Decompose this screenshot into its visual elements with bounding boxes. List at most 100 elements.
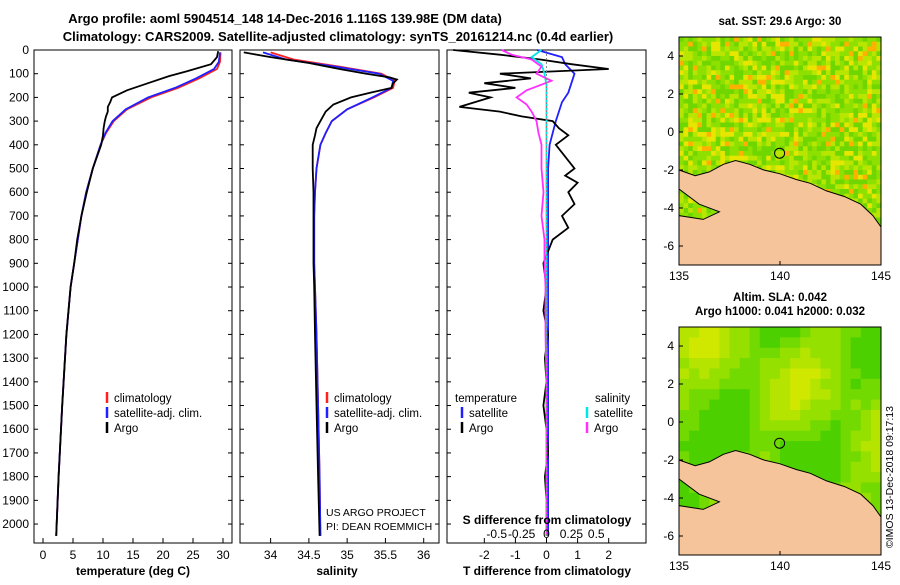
legend-label-satellite: satellite-adj. clim. <box>334 408 422 420</box>
map-cell <box>719 327 730 338</box>
map-cell <box>699 358 710 369</box>
map-cell <box>706 103 712 109</box>
map-cell <box>840 327 852 338</box>
map-cell <box>757 151 763 157</box>
map-cell <box>711 51 717 57</box>
map-cell <box>853 170 859 176</box>
map-cell <box>683 98 689 104</box>
map-cell <box>715 79 721 85</box>
map-cell <box>689 347 700 359</box>
map-cell <box>752 79 758 85</box>
map-cell <box>871 98 877 104</box>
map-cell <box>844 174 850 180</box>
map-cell <box>766 113 772 119</box>
map-cell <box>871 117 877 123</box>
sst-map-title: sat. SST: 29.6 Argo: 30 <box>719 16 842 28</box>
map-cell <box>719 389 730 400</box>
map-cell <box>825 127 831 133</box>
map-cell <box>793 60 799 66</box>
map-cell <box>862 155 868 161</box>
map-cell <box>761 160 767 166</box>
map-cell <box>835 75 841 81</box>
map-cell <box>729 117 735 123</box>
map-cell <box>780 141 785 147</box>
map-cell <box>858 70 864 76</box>
map-cell <box>699 441 710 452</box>
map-cell <box>706 113 712 119</box>
map-cell <box>688 165 694 171</box>
map-cell <box>867 75 873 81</box>
map-cell <box>770 132 776 138</box>
map-cell <box>734 37 740 43</box>
sst-float-marker <box>774 147 786 159</box>
map-cell <box>734 79 740 85</box>
map-cell <box>780 358 791 369</box>
map-cell <box>715 113 721 119</box>
map-cell <box>810 399 821 411</box>
map-cell <box>757 146 763 152</box>
x-tick-label: 36 <box>417 548 431 562</box>
map-cell <box>830 189 836 195</box>
map-cell <box>701 146 707 152</box>
map-cell <box>759 430 771 442</box>
map-cell <box>871 160 877 166</box>
map-cell <box>790 430 801 442</box>
map-cell <box>871 198 877 204</box>
map-cell <box>867 184 873 190</box>
map-cell <box>830 327 841 338</box>
map-cell <box>683 122 689 128</box>
map-cell <box>812 75 818 81</box>
map-cell <box>816 84 822 90</box>
map-cell <box>858 165 864 171</box>
map-cell <box>790 337 801 349</box>
map-cell <box>839 170 845 176</box>
map-cell <box>812 174 818 180</box>
map-cell <box>830 368 841 380</box>
map-y-tick-label: 0 <box>667 415 674 429</box>
map-cell <box>844 65 850 71</box>
map-cell <box>719 378 730 390</box>
map-cell <box>738 37 744 43</box>
depth-tick-label: 400 <box>9 138 29 152</box>
map-cell <box>858 94 864 100</box>
map-cell <box>876 79 882 85</box>
map-cell <box>697 117 703 123</box>
map-cell <box>697 94 703 100</box>
map-cell <box>790 378 801 390</box>
legend-heading-temperature: temperature <box>455 393 517 405</box>
map-cell <box>800 337 811 349</box>
map-cell <box>706 146 712 152</box>
depth-tick-label: 700 <box>9 209 29 223</box>
map-cell <box>839 160 845 166</box>
map-cell <box>812 127 818 133</box>
map-cell <box>720 75 726 81</box>
map-cell <box>871 56 877 62</box>
map-cell <box>835 94 841 100</box>
map-cell <box>867 37 873 43</box>
map-cell <box>835 141 841 147</box>
map-cell <box>689 337 700 349</box>
difference-series <box>447 49 646 543</box>
map-cell <box>766 122 772 128</box>
map-cell <box>784 122 790 128</box>
map-cell <box>820 368 831 380</box>
map-cell <box>784 70 790 76</box>
map-cell <box>867 141 873 147</box>
map-cell <box>830 122 836 128</box>
map-cell <box>743 60 749 66</box>
map-cell <box>697 113 703 119</box>
map-cell <box>679 98 684 104</box>
map-cell <box>816 94 822 100</box>
map-cell <box>734 89 740 95</box>
map-cell <box>697 75 703 81</box>
map-cell <box>697 60 703 66</box>
sla-land <box>678 449 882 556</box>
map-cell <box>858 141 864 147</box>
map-cell <box>738 84 744 90</box>
map-cell <box>784 165 790 171</box>
map-cell <box>871 208 877 214</box>
map-cell <box>761 89 767 95</box>
map-cell <box>848 132 854 138</box>
map-cell <box>876 37 882 43</box>
map-cell <box>761 70 767 76</box>
